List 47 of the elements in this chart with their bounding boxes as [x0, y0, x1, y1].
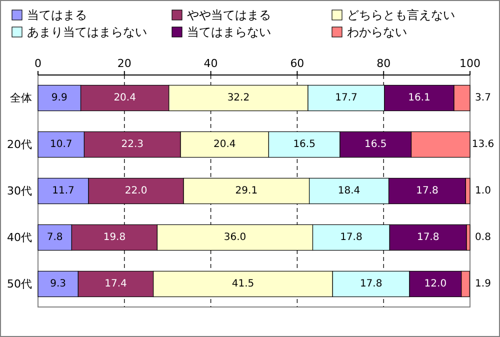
- data-label: 22.0: [124, 186, 148, 196]
- data-label: 22.3: [121, 139, 144, 150]
- data-label: 7.8: [46, 232, 63, 243]
- y-tick-label: 50代: [7, 277, 32, 290]
- legend-label: 当てはまる: [27, 8, 87, 22]
- data-label: 19.8: [103, 232, 126, 243]
- y-tick-label: 30代: [7, 184, 32, 198]
- data-label: 1.0: [475, 186, 491, 196]
- data-label: 17.8: [416, 232, 440, 243]
- data-label: 17.8: [340, 232, 362, 243]
- y-tick-label: 全体: [10, 92, 32, 105]
- y-tick-label: 40代: [7, 230, 32, 244]
- legend-label: どちらとも言えない: [347, 8, 455, 22]
- data-label: 17.4: [104, 278, 127, 290]
- data-label: 20.4: [213, 139, 236, 150]
- data-label: 3.7: [475, 92, 491, 104]
- data-label: 16.1: [408, 92, 430, 104]
- legend-label: わからない: [347, 25, 407, 39]
- legend-label: 当てはまらない: [187, 25, 271, 39]
- data-label: 12.0: [424, 278, 447, 290]
- x-tick-label: 0: [34, 57, 42, 70]
- data-label: 9.9: [51, 92, 68, 104]
- data-label: 20.4: [114, 92, 136, 104]
- data-label: 29.1: [235, 186, 258, 196]
- data-label: 32.2: [227, 92, 250, 104]
- data-label: 41.5: [232, 278, 254, 290]
- data-label: 16.5: [293, 139, 316, 150]
- data-label: 17.8: [360, 278, 382, 290]
- data-label: 0.8: [475, 232, 491, 243]
- data-label: 17.8: [416, 186, 438, 196]
- x-tick-label: 80: [376, 57, 391, 70]
- data-label: 11.7: [52, 186, 74, 196]
- legend-label: やや当てはまる: [187, 8, 271, 22]
- y-tick-label: 20代: [7, 138, 32, 152]
- data-label: 16.5: [364, 139, 387, 150]
- x-tick-label: 60: [290, 57, 304, 70]
- data-label: 10.7: [50, 139, 72, 150]
- data-label: 9.3: [50, 278, 66, 290]
- data-label: 18.4: [338, 186, 360, 196]
- legend-label: あまり当てはまらない: [27, 25, 147, 39]
- data-label: 17.7: [335, 92, 358, 104]
- data-label: 13.6: [472, 139, 494, 150]
- x-tick-label: 40: [204, 57, 218, 70]
- data-label: 1.9: [475, 278, 491, 290]
- data-label: 36.0: [224, 232, 246, 243]
- x-tick-label: 100: [460, 57, 480, 70]
- x-tick-label: 20: [117, 57, 132, 70]
